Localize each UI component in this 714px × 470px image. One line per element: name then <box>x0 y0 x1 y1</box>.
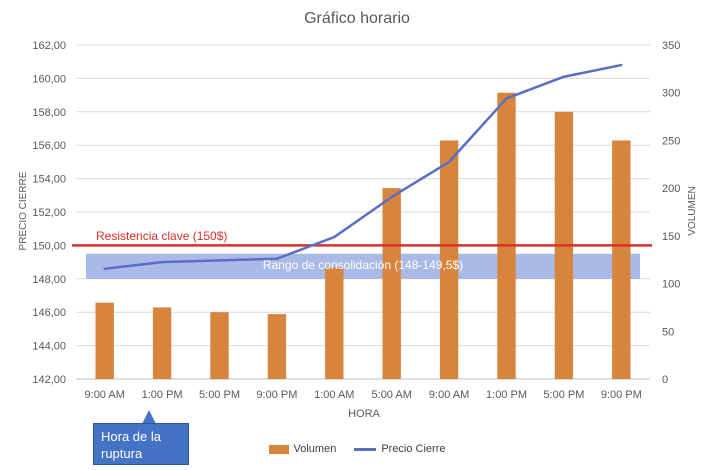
y-tick-label: 154,00 <box>32 174 66 186</box>
x-axis-title: HORA <box>348 408 380 420</box>
y2-tick-label: 50 <box>662 326 674 338</box>
x-tick-label: 5:00 PM <box>199 389 240 401</box>
price-point <box>160 260 164 264</box>
volume-bar <box>382 188 401 379</box>
y2-tick-label: 300 <box>662 88 680 100</box>
x-tick-label: 9:00 AM <box>429 389 469 401</box>
legend-swatch-volume <box>268 444 289 454</box>
x-tick-label: 5:00 AM <box>372 389 412 401</box>
callout-text: Hora de la ruptura <box>101 429 161 461</box>
y-tick-label: 146,00 <box>32 307 66 319</box>
volume-bar <box>439 140 459 379</box>
y-tick-label: 144,00 <box>32 341 66 353</box>
y2-tick-label: 150 <box>662 231 680 243</box>
legend-label-volume: Volumen <box>293 443 337 455</box>
volume-bar <box>95 302 114 379</box>
price-point <box>390 195 393 199</box>
price-point <box>505 97 508 100</box>
consolidation-band <box>86 253 640 279</box>
resistance-label: Resistencia clave (150$) <box>96 229 227 243</box>
volume-bar <box>210 312 229 379</box>
callout-pointer <box>142 410 156 424</box>
consolidation-rect <box>86 253 640 279</box>
volume-bar <box>612 140 631 379</box>
legend-item-volume: Volumen <box>268 443 337 455</box>
y-tick-label: 158,00 <box>32 107 66 119</box>
x-tick-label: 1:00 PM <box>486 389 527 401</box>
price-point <box>333 235 336 239</box>
y2-tick-label: 200 <box>662 183 680 195</box>
y2-tick-label: 0 <box>662 374 668 386</box>
y2-tick-label: 250 <box>662 135 680 147</box>
y-axis-title: PRECIO CIERRE <box>18 171 29 250</box>
y-tick-label: 152,00 <box>32 207 66 219</box>
chart-title: Gráfico horario <box>304 10 410 27</box>
volume-bar <box>152 307 172 379</box>
volume-bar <box>497 92 516 379</box>
volume-bars <box>95 92 631 380</box>
y-tick-label: 148,00 <box>32 274 66 286</box>
y2-tick-label: 350 <box>662 40 680 52</box>
price-point <box>275 257 279 260</box>
legend: Volumen Precio Cierre <box>0 441 714 457</box>
volume-bar <box>267 314 287 379</box>
x-tick-label: 9:00 AM <box>85 389 125 401</box>
price-point <box>562 75 566 78</box>
price-point <box>447 160 451 164</box>
legend-item-price: Precio Cierre <box>354 443 446 455</box>
y2-tick-label: 100 <box>662 279 680 291</box>
legend-label-price: Precio Cierre <box>381 443 446 455</box>
x-tick-label: 1:00 PM <box>142 389 183 401</box>
y-tick-label: 156,00 <box>32 140 66 152</box>
x-tick-label: 9:00 PM <box>601 389 642 401</box>
y-tick-label: 142,00 <box>32 374 66 386</box>
price-line-path <box>104 63 622 271</box>
volume-bar <box>325 267 344 379</box>
x-tick-label: 5:00 PM <box>543 389 584 401</box>
axis-labels: 142,00 144,00 146,00 148,00 150,00 152,00 154,… <box>32 40 680 401</box>
y2-axis-title: VOLUMEN <box>687 186 698 235</box>
callout-breakout-time: Hora de la ruptura <box>93 423 189 465</box>
consolidation-label: Rango de consolidación (148-149,5$) <box>263 258 463 272</box>
y-tick-label: 162,00 <box>32 40 66 52</box>
x-tick-label: 9:00 PM <box>256 389 297 401</box>
y-tick-label: 160,00 <box>32 73 66 85</box>
y-tick-label: 150,00 <box>32 240 66 252</box>
x-tick-label: 1:00 AM <box>314 389 354 401</box>
price-point <box>103 267 106 270</box>
legend-swatch-price <box>354 447 377 451</box>
price-point <box>620 63 623 67</box>
price-line <box>103 63 623 271</box>
price-point <box>218 259 221 262</box>
